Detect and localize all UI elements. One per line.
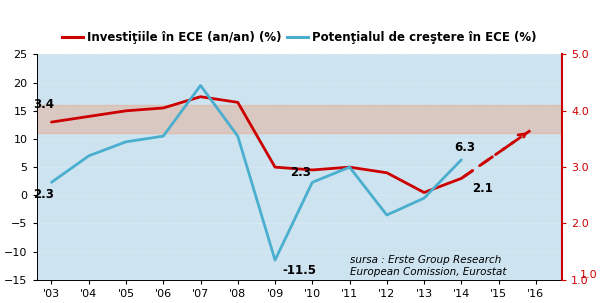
Text: 2.3: 2.3	[290, 165, 311, 178]
Text: 2.1: 2.1	[473, 182, 493, 195]
Text: sursa : Erste Group Research
European Comission, Eurostat: sursa : Erste Group Research European Co…	[350, 255, 506, 277]
Legend: Investiţiile în ECE (an/an) (%), Potenţialul de creştere în ECE (%): Investiţiile în ECE (an/an) (%), Potenţi…	[57, 27, 541, 49]
Text: -11.5: -11.5	[283, 264, 316, 277]
Text: 6.3: 6.3	[454, 142, 475, 154]
Bar	[37, 105, 562, 133]
Text: 3.4: 3.4	[33, 98, 54, 111]
Text: 2.3: 2.3	[33, 188, 54, 201]
Text: 1.0: 1.0	[580, 270, 598, 280]
